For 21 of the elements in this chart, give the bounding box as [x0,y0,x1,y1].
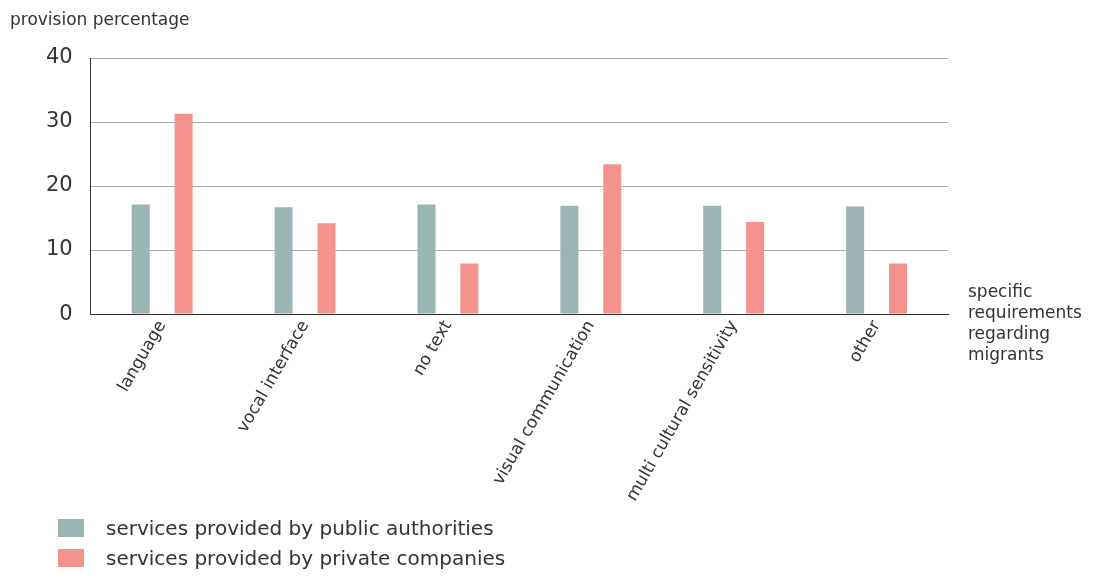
y-tick-label: 30 [45,108,73,133]
legend-label: services provided by public authorities [106,516,494,540]
y-tick-label: 40 [45,44,73,69]
bar [317,223,336,314]
bar [174,113,193,314]
bar [746,221,765,314]
bar [274,207,293,314]
bar [846,206,865,314]
bar [460,263,479,314]
legend-label: services provided by private companies [106,546,506,570]
y-tick-label: 20 [45,172,73,197]
bar [888,263,907,314]
y-axis-title: provision percentage [10,8,190,29]
bar [703,205,722,314]
x-axis-title: specific requirements regarding migrants [968,280,1082,364]
bar [131,204,150,314]
bar [560,205,579,314]
y-tick-label: 0 [59,300,73,325]
bar [603,164,622,314]
y-tick-label: 10 [45,236,73,261]
bar [417,204,436,314]
